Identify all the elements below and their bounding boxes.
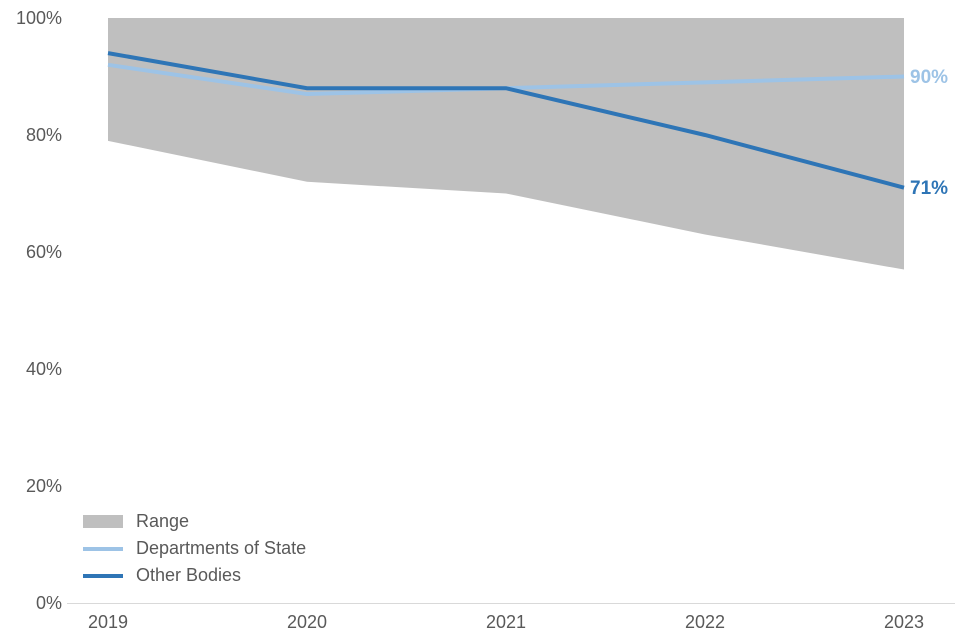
legend-item-range: Range: [83, 508, 306, 535]
y-tick-label: 80%: [26, 125, 62, 145]
legend: Range Departments of State Other Bodies: [83, 508, 306, 589]
y-tick-label: 40%: [26, 359, 62, 379]
x-tick-label: 2022: [685, 612, 725, 632]
range-swatch-cell: [83, 515, 123, 528]
end-label-other-bodies: 71%: [910, 178, 948, 199]
y-tick-label: 60%: [26, 242, 62, 262]
x-tick-label: 2023: [884, 612, 924, 632]
departments-swatch-cell: [83, 546, 123, 551]
end-label-departments-of-state: 90%: [910, 67, 948, 88]
y-tick-label: 20%: [26, 476, 62, 496]
y-tick-label: 100%: [16, 8, 62, 28]
legend-item-departments-of-state: Departments of State: [83, 535, 306, 562]
range-swatch: [83, 515, 123, 528]
range-band: [108, 18, 904, 270]
legend-label-range: Range: [136, 511, 190, 531]
other-bodies-swatch-cell: [83, 573, 123, 578]
departments-of-state-swatch: [83, 546, 123, 551]
x-tick-label: 2019: [88, 612, 128, 632]
y-tick-label: 0%: [36, 593, 62, 613]
line-other-bodies: [107, 51, 905, 190]
x-tick-label: 2020: [287, 612, 327, 632]
legend-label-other-bodies: Other Bodies: [136, 565, 242, 585]
legend-label-departments-of-state: Departments of State: [136, 538, 307, 558]
other-bodies-swatch: [83, 573, 123, 578]
x-tick-label: 2021: [486, 612, 526, 632]
legend-item-other-bodies: Other Bodies: [83, 562, 306, 589]
